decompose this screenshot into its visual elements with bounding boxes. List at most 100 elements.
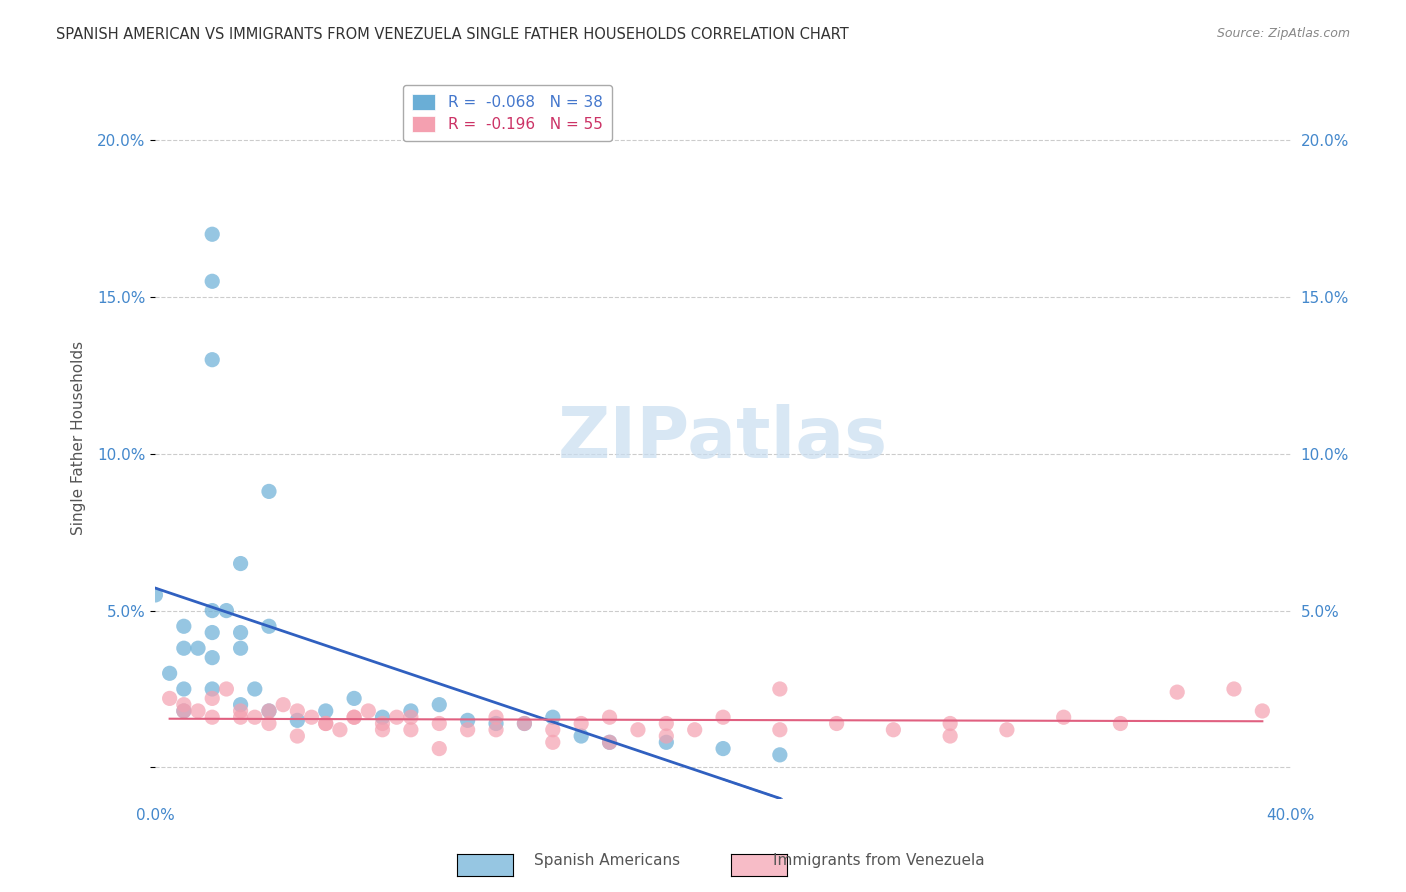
Point [655,716,678,731]
Point [201,681,224,696]
Point [769,681,792,696]
Point [343,710,366,724]
Point [229,698,252,712]
Point [201,352,224,367]
Point [173,641,195,656]
Y-axis label: Single Father Households: Single Father Households [72,341,86,535]
Point [173,698,195,712]
Point [201,625,224,640]
Point [541,710,564,724]
Point [215,681,238,696]
Text: ZIPatlas: ZIPatlas [558,403,889,473]
Point [1109,716,1132,731]
Point [939,729,962,743]
Point [655,735,678,749]
Point [173,704,195,718]
Point [343,710,366,724]
Point [599,710,621,724]
Point [399,710,422,724]
Point [485,716,508,731]
Point [271,698,294,712]
Text: SPANISH AMERICAN VS IMMIGRANTS FROM VENEZUELA SINGLE FATHER HOUSEHOLDS CORRELATI: SPANISH AMERICAN VS IMMIGRANTS FROM VENE… [56,27,849,42]
Point [1166,685,1188,699]
Point [513,716,536,731]
Point [599,735,621,749]
Text: Source: ZipAtlas.com: Source: ZipAtlas.com [1216,27,1350,40]
Point [315,704,337,718]
Point [159,691,181,706]
Point [357,704,380,718]
Point [1053,710,1076,724]
Point [173,681,195,696]
Point [257,716,280,731]
Point [569,729,592,743]
Point [243,681,266,696]
Point [711,710,734,724]
Point [371,716,394,731]
Point [201,691,224,706]
Point [825,716,848,731]
Point [187,704,209,718]
Point [399,704,422,718]
Point [939,716,962,731]
Point [485,710,508,724]
Point [427,698,450,712]
Text: Immigrants from Venezuela: Immigrants from Venezuela [773,854,986,868]
Point [257,619,280,633]
Point [187,641,209,656]
Point [257,704,280,718]
Point [201,274,224,288]
Point [315,716,337,731]
Point [882,723,904,737]
Point [995,723,1018,737]
Point [683,723,706,737]
Point [173,619,195,633]
Point [513,716,536,731]
Point [329,723,352,737]
Point [371,710,394,724]
Point [343,691,366,706]
Point [229,704,252,718]
Point [229,557,252,571]
Point [541,735,564,749]
Point [485,723,508,737]
Point [215,604,238,618]
Point [201,650,224,665]
Point [599,735,621,749]
Point [1251,704,1274,718]
Point [201,710,224,724]
Point [427,741,450,756]
Point [301,710,323,724]
Text: Spanish Americans: Spanish Americans [534,854,681,868]
Point [569,716,592,731]
Point [285,729,308,743]
Point [257,484,280,499]
Point [655,729,678,743]
Point [159,666,181,681]
Point [173,704,195,718]
Point [627,723,650,737]
Point [371,723,394,737]
Point [201,604,224,618]
Point [229,641,252,656]
Point [541,723,564,737]
Point [457,723,479,737]
Point [229,625,252,640]
Point [1223,681,1246,696]
Point [145,588,167,602]
Point [315,716,337,731]
Point [243,710,266,724]
Legend: R =  -0.068   N = 38, R =  -0.196   N = 55: R = -0.068 N = 38, R = -0.196 N = 55 [404,85,612,142]
Point [769,723,792,737]
Point [427,716,450,731]
Point [399,723,422,737]
Point [711,741,734,756]
Point [457,714,479,728]
Point [201,227,224,242]
Point [257,704,280,718]
Point [769,747,792,762]
Point [385,710,408,724]
Point [285,714,308,728]
Point [285,704,308,718]
Point [229,710,252,724]
